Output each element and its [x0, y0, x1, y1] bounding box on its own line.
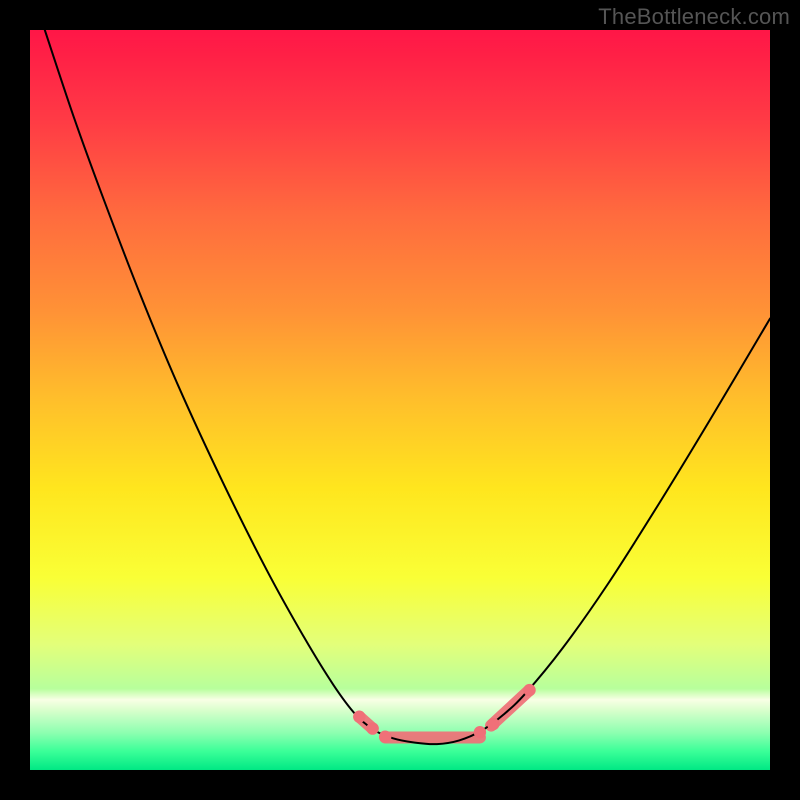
- plot-area: [30, 30, 770, 770]
- curve-marker: [523, 684, 535, 696]
- chart-frame: TheBottleneck.com: [0, 0, 800, 800]
- curve-marker: [366, 722, 378, 734]
- gradient-background: [30, 30, 770, 770]
- chart-svg: [30, 30, 770, 770]
- watermark-text: TheBottleneck.com: [598, 4, 790, 30]
- curve-marker: [487, 718, 499, 730]
- curve-marker: [379, 731, 391, 743]
- curve-marker: [474, 726, 486, 738]
- curve-marker: [353, 711, 365, 723]
